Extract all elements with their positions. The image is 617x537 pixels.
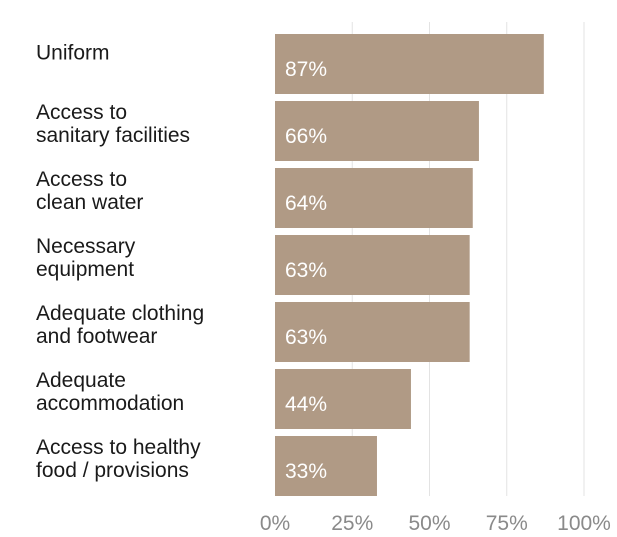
category-label: Access to xyxy=(36,168,127,191)
category-label: and footwear xyxy=(36,325,157,348)
category-label: Adequate clothing xyxy=(36,302,204,325)
bar xyxy=(275,34,544,94)
bar-value-label: 64% xyxy=(285,192,327,215)
x-tick-label: 25% xyxy=(331,512,373,535)
category-label: clean water xyxy=(36,191,143,214)
bar-value-label: 33% xyxy=(285,460,327,483)
bar-value-label: 66% xyxy=(285,125,327,148)
category-label: Necessary xyxy=(36,235,136,258)
category-label: equipment xyxy=(36,258,134,281)
bar xyxy=(275,369,411,429)
category-label: Uniform xyxy=(36,42,110,65)
bar xyxy=(275,101,479,161)
x-tick-label: 75% xyxy=(486,512,528,535)
bar xyxy=(275,302,470,362)
bar xyxy=(275,168,473,228)
bar xyxy=(275,436,377,496)
x-tick-label: 0% xyxy=(260,512,290,535)
bar-value-label: 63% xyxy=(285,326,327,349)
x-tick-label: 50% xyxy=(408,512,450,535)
category-label: food / provisions xyxy=(36,459,189,482)
category-label: Adequate xyxy=(36,369,126,392)
category-label: accommodation xyxy=(36,392,184,415)
category-label: sanitary facilities xyxy=(36,124,190,147)
category-label: Access to healthy xyxy=(36,436,201,459)
bar-value-label: 63% xyxy=(285,259,327,282)
category-label: Access to xyxy=(36,101,127,124)
x-tick-label: 100% xyxy=(557,512,611,535)
bar-value-label: 87% xyxy=(285,58,327,81)
bar-value-label: 44% xyxy=(285,393,327,416)
bar xyxy=(275,235,470,295)
